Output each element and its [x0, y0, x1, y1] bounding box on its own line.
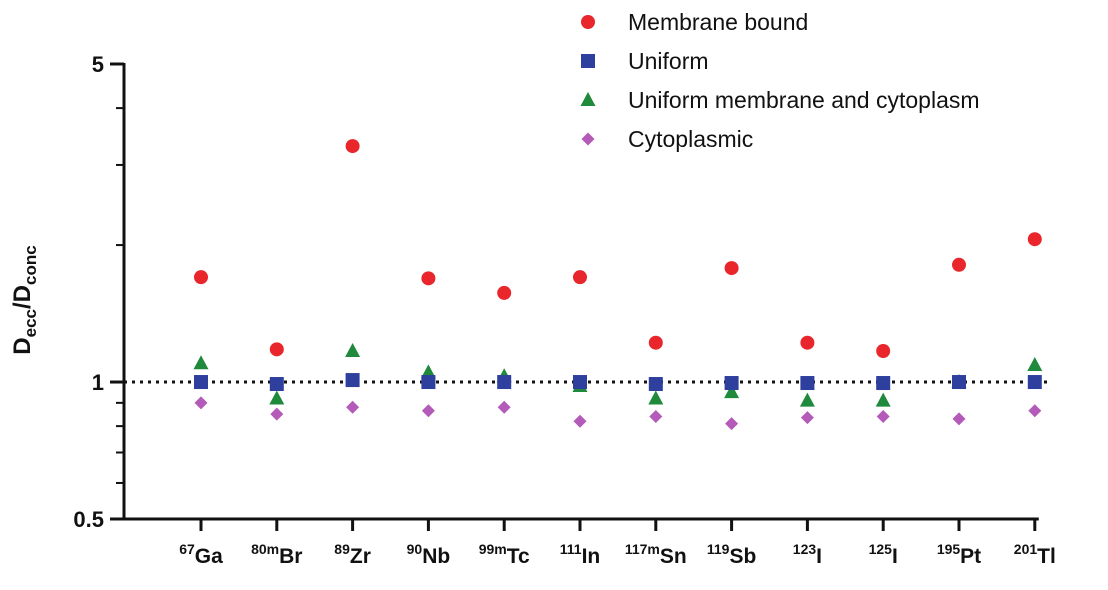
y-tick-label: 0.5 — [73, 507, 104, 532]
data-point-triangle — [799, 392, 815, 407]
data-point-diamond — [876, 409, 890, 423]
data-point-square — [648, 377, 663, 392]
data-point-circle — [648, 335, 663, 350]
data-point-diamond — [573, 414, 587, 428]
data-point-circle — [345, 139, 360, 154]
data-point-square — [421, 375, 436, 390]
data-point-triangle — [875, 392, 891, 407]
data-point-triangle — [724, 384, 740, 399]
data-point-circle — [497, 285, 512, 300]
data-point-square — [724, 376, 739, 391]
data-point-square — [194, 375, 208, 390]
data-point-triangle — [193, 355, 209, 370]
legend-label: Cytoplasmic — [628, 126, 753, 152]
y-axis-label: Decc/Dconc — [9, 245, 40, 354]
x-tick-label: 119Sb — [707, 541, 756, 568]
data-point-triangle — [420, 364, 436, 379]
legend-marker-circle — [581, 15, 595, 29]
x-tick-label: 80mBr — [251, 541, 302, 568]
data-point-square — [800, 376, 815, 391]
legend: Membrane bound Uniform Uniform membrane an… — [580, 9, 980, 152]
data-point-square — [573, 375, 587, 390]
y-tick-label: 5 — [92, 52, 104, 77]
x-tick-label: 67Ga — [179, 541, 223, 568]
data-point-diamond — [800, 411, 814, 425]
data-points — [193, 139, 1043, 431]
legend-label: Membrane bound — [628, 9, 808, 35]
x-ticks: 67Ga 80mBr 89Zr 90Nb 99mTc 111In 117mSn 119Sb 12… — [179, 519, 1056, 568]
data-point-triangle — [1027, 357, 1043, 372]
x-tick-label: 125I — [869, 541, 898, 568]
x-tick-label: 201Tl — [1014, 541, 1056, 568]
legend-label: Uniform membrane and cytoplasm — [628, 87, 980, 113]
data-point-circle — [1027, 232, 1042, 247]
data-point-diamond — [497, 400, 511, 414]
data-point-square — [952, 375, 966, 390]
data-point-diamond — [649, 409, 663, 423]
x-tick-label: 195Pt — [937, 541, 981, 568]
y-ticks: 0.5 1 5 — [73, 52, 124, 532]
data-point-square — [345, 373, 360, 388]
data-point-circle — [573, 270, 587, 285]
data-point-triangle — [648, 390, 664, 405]
data-point-circle — [876, 344, 891, 359]
data-point-circle — [194, 270, 208, 285]
x-tick-label: 123I — [793, 541, 822, 568]
data-point-square — [876, 376, 891, 391]
data-point-diamond — [421, 404, 435, 418]
y-tick-label: 1 — [92, 370, 104, 395]
legend-marker-square — [581, 54, 595, 68]
data-point-diamond — [725, 417, 739, 431]
data-point-square — [269, 377, 284, 392]
data-point-diamond — [194, 396, 208, 410]
legend-marker-diamond — [581, 132, 595, 146]
data-point-diamond — [270, 407, 284, 421]
x-tick-label: 89Zr — [334, 541, 371, 568]
data-point-circle — [800, 335, 815, 350]
data-point-diamond — [952, 412, 966, 426]
x-tick-label: 90Nb — [407, 541, 451, 568]
data-point-circle — [269, 342, 284, 357]
data-point-circle — [724, 261, 739, 276]
legend-label: Uniform — [628, 48, 709, 74]
x-tick-label: 99mTc — [479, 541, 530, 568]
data-point-circle — [952, 257, 966, 272]
data-point-diamond — [346, 400, 360, 414]
data-point-square — [1027, 375, 1042, 390]
x-tick-label: 111In — [560, 541, 601, 568]
data-point-diamond — [1028, 404, 1042, 418]
data-point-triangle — [269, 390, 285, 405]
data-point-square — [497, 375, 512, 390]
data-point-triangle — [345, 343, 361, 358]
legend-marker-triangle — [580, 92, 596, 106]
x-tick-label: 117mSn — [625, 541, 687, 568]
axes — [122, 63, 1039, 521]
data-point-circle — [421, 271, 436, 286]
